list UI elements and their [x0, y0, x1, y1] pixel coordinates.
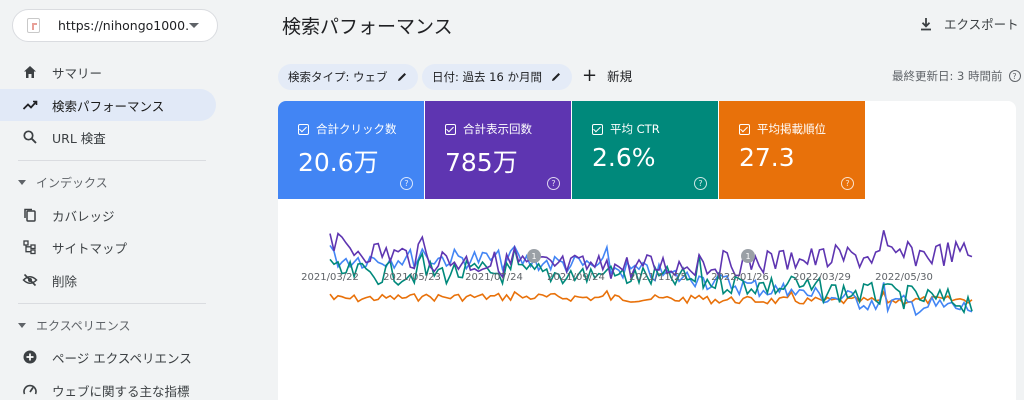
- help-icon[interactable]: ?: [547, 177, 560, 190]
- property-url: https://nihongo1000...: [58, 18, 189, 33]
- new-filter-label: 新規: [607, 69, 633, 84]
- x-tick-label: 2021/05/23: [383, 272, 441, 283]
- x-tick-label: 2021/03/22: [301, 272, 359, 283]
- sidebar-item-performance[interactable]: 検索パフォーマンス: [0, 89, 216, 121]
- performance-panel: 合計クリック数 20.6万 ? 合計表示回数 785万 ? 平均 CTR 2.6…: [278, 101, 1016, 400]
- sidebar-item-sitemap[interactable]: サイトマップ: [0, 231, 216, 263]
- series-line: [329, 289, 973, 306]
- sidebar-item-label: サイトマップ: [52, 240, 128, 256]
- series-line: [329, 248, 973, 315]
- trending-up-icon: [22, 97, 38, 113]
- page-title: 検索パフォーマンス: [282, 16, 453, 38]
- sidebar-item-label: カバレッジ: [52, 208, 115, 224]
- chevron-down-icon[interactable]: [189, 23, 199, 28]
- site-favicon-icon: [27, 18, 40, 33]
- sidebar-item-removals[interactable]: 削除: [0, 264, 216, 296]
- new-filter-button[interactable]: + 新規: [582, 66, 632, 85]
- divider: [18, 160, 206, 161]
- metric-label: 合計表示回数: [445, 121, 532, 137]
- divider: [18, 303, 206, 304]
- sidebar-item-label: 検索パフォーマンス: [52, 98, 165, 114]
- metric-value: 785万: [445, 148, 518, 177]
- metric-card-position[interactable]: 平均掲載順位 27.3 ?: [719, 101, 865, 199]
- section-experience[interactable]: エクスペリエンス: [0, 313, 216, 337]
- metric-label-text: 合計表示回数: [463, 122, 532, 136]
- sidebar-item-label: 削除: [52, 273, 78, 289]
- plus-icon: +: [582, 64, 598, 86]
- checkbox-checked-icon[interactable]: [592, 123, 603, 135]
- sidebar-item-label: ウェブに関する主な指標: [52, 383, 190, 399]
- sidebar-item-label: ページ エクスペリエンス: [52, 350, 192, 366]
- annotation-marker[interactable]: 1: [741, 249, 755, 263]
- x-tick-label: 2021/09/24: [547, 272, 605, 283]
- help-icon[interactable]: ?: [841, 177, 854, 190]
- sidebar-item-label: URL 検査: [52, 130, 106, 146]
- metric-value: 2.6%: [592, 143, 656, 172]
- x-tick-label: 2022/05/30: [875, 272, 933, 283]
- performance-chart[interactable]: [278, 199, 1016, 400]
- last-updated-text: 最終更新日: 3 時間前: [892, 69, 1003, 83]
- export-label: エクスポート: [944, 17, 1019, 32]
- metric-label: 合計クリック数: [298, 121, 397, 137]
- x-tick-label: 2021/07/24: [465, 272, 523, 283]
- sidebar-item-web-vitals[interactable]: ウェブに関する主な指標: [0, 374, 216, 400]
- last-updated: 最終更新日: 3 時間前 ?: [892, 68, 1021, 84]
- checkbox-checked-icon[interactable]: [739, 123, 750, 135]
- home-icon: [22, 64, 38, 80]
- metric-label: 平均 CTR: [592, 121, 660, 137]
- metric-value: 20.6万: [298, 148, 379, 177]
- series-line: [329, 230, 973, 280]
- metric-label-text: 合計クリック数: [316, 122, 397, 136]
- help-icon[interactable]: ?: [1008, 70, 1021, 82]
- sidebar: https://nihongo1000... サマリー 検索パフォーマンス UR…: [0, 0, 232, 400]
- add-circle-icon: [22, 349, 38, 365]
- sidebar-item-url-inspect[interactable]: URL 検査: [0, 121, 216, 153]
- metric-card-ctr[interactable]: 平均 CTR 2.6% ?: [572, 101, 718, 199]
- metric-label-text: 平均掲載順位: [757, 122, 826, 136]
- x-tick-label: 2022/01/26: [711, 272, 769, 283]
- filter-chip-label: 日付: 過去 16 か月間: [432, 70, 542, 84]
- section-label: エクスペリエンス: [36, 318, 131, 333]
- search-icon: [22, 129, 38, 145]
- checkbox-checked-icon[interactable]: [445, 123, 456, 135]
- edit-icon: [551, 73, 560, 81]
- download-icon: [921, 17, 931, 30]
- copy-icon: [22, 207, 38, 223]
- property-selector[interactable]: https://nihongo1000...: [12, 9, 218, 42]
- filter-chip-search-type[interactable]: 検索タイプ: ウェブ: [278, 64, 418, 90]
- metric-card-clicks[interactable]: 合計クリック数 20.6万 ?: [278, 101, 424, 199]
- export-button[interactable]: エクスポート: [918, 14, 1019, 33]
- help-icon[interactable]: ?: [400, 177, 413, 190]
- checkbox-checked-icon[interactable]: [298, 123, 309, 135]
- filter-chip-label: 検索タイプ: ウェブ: [288, 70, 388, 84]
- section-index[interactable]: インデックス: [0, 170, 216, 194]
- gauge-icon: [22, 382, 38, 398]
- sidebar-item-coverage[interactable]: カバレッジ: [0, 199, 216, 231]
- metric-label: 平均掲載順位: [739, 121, 826, 137]
- x-tick-label: 2022/03/29: [793, 272, 851, 283]
- section-label: インデックス: [36, 175, 108, 190]
- eye-off-icon: [22, 272, 38, 288]
- series-line: [329, 243, 973, 317]
- metric-card-impressions[interactable]: 合計表示回数 785万 ?: [425, 101, 571, 199]
- caret-down-icon: [18, 322, 26, 328]
- caret-down-icon: [18, 179, 26, 185]
- sidebar-item-page-experience[interactable]: ページ エクスペリエンス: [0, 341, 216, 373]
- sidebar-item-summary[interactable]: サマリー: [0, 56, 216, 88]
- x-tick-label: 2021/11/25: [629, 272, 687, 283]
- help-icon[interactable]: ?: [694, 177, 707, 190]
- filter-chip-date[interactable]: 日付: 過去 16 か月間: [422, 64, 572, 90]
- annotation-marker[interactable]: 1: [527, 249, 541, 263]
- edit-icon: [397, 73, 406, 81]
- sidebar-item-label: サマリー: [52, 65, 103, 81]
- metric-value: 27.3: [739, 143, 795, 172]
- metric-label-text: 平均 CTR: [610, 122, 660, 136]
- sitemap-icon: [22, 239, 38, 255]
